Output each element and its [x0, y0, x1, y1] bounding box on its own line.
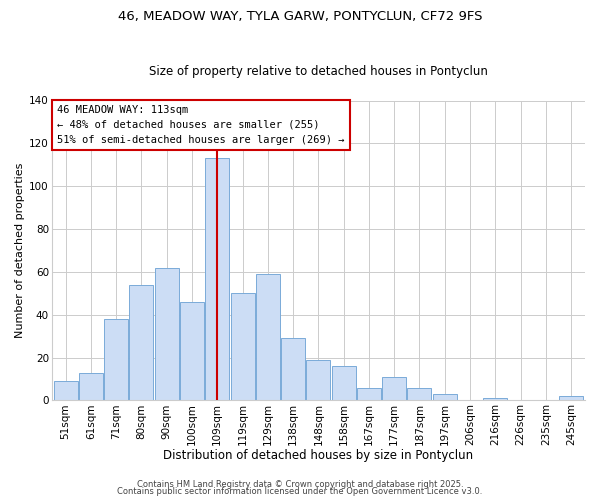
Y-axis label: Number of detached properties: Number of detached properties	[15, 163, 25, 338]
Text: 46 MEADOW WAY: 113sqm
← 48% of detached houses are smaller (255)
51% of semi-det: 46 MEADOW WAY: 113sqm ← 48% of detached …	[57, 105, 344, 144]
Bar	[382, 377, 406, 400]
Bar	[433, 394, 457, 400]
Bar	[130, 284, 154, 401]
Title: Size of property relative to detached houses in Pontyclun: Size of property relative to detached ho…	[149, 66, 488, 78]
Bar	[559, 396, 583, 400]
Bar	[205, 158, 229, 400]
Bar	[483, 398, 507, 400]
Text: Contains public sector information licensed under the Open Government Licence v3: Contains public sector information licen…	[118, 487, 482, 496]
Bar	[332, 366, 356, 400]
Bar	[307, 360, 331, 401]
Bar	[230, 294, 254, 401]
X-axis label: Distribution of detached houses by size in Pontyclun: Distribution of detached houses by size …	[163, 450, 473, 462]
Bar	[79, 372, 103, 400]
Bar	[155, 268, 179, 400]
Bar	[357, 388, 381, 400]
Bar	[53, 381, 77, 400]
Text: 46, MEADOW WAY, TYLA GARW, PONTYCLUN, CF72 9FS: 46, MEADOW WAY, TYLA GARW, PONTYCLUN, CF…	[118, 10, 482, 23]
Text: Contains HM Land Registry data © Crown copyright and database right 2025.: Contains HM Land Registry data © Crown c…	[137, 480, 463, 489]
Bar	[256, 274, 280, 400]
Bar	[180, 302, 204, 400]
Bar	[407, 388, 431, 400]
Bar	[104, 319, 128, 400]
Bar	[281, 338, 305, 400]
